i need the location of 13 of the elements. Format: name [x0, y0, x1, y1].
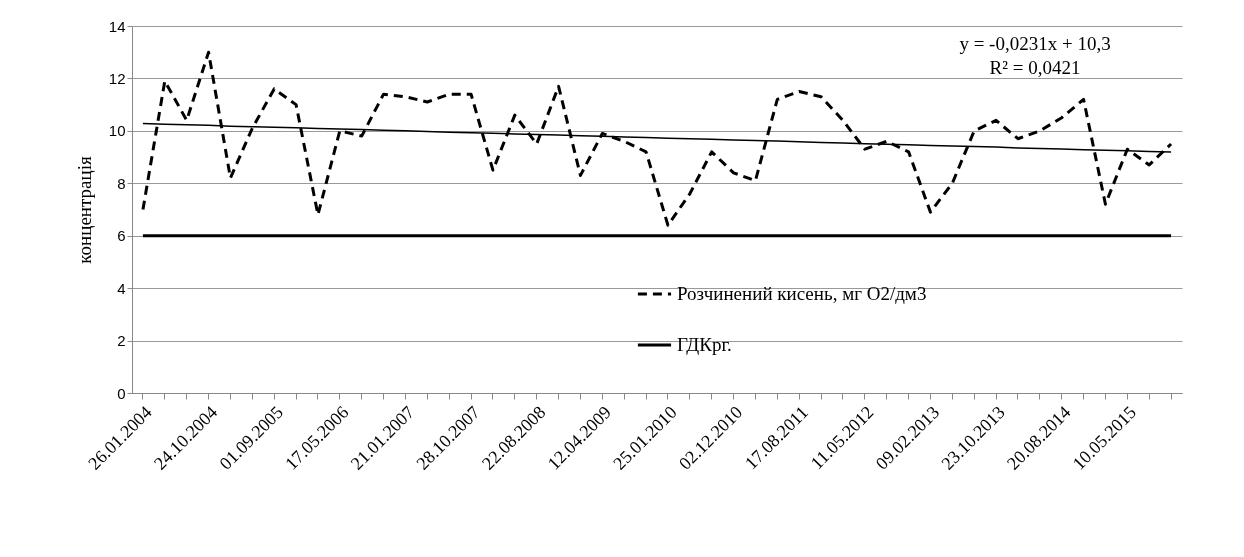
y-tick-label: 2: [117, 332, 126, 350]
y-tick-label: 4: [117, 279, 126, 297]
legend-label: ГДКрг.: [677, 334, 732, 356]
y-tick-label: 14: [108, 17, 126, 35]
y-tick-label: 6: [117, 227, 126, 245]
y-tick-label: 12: [108, 69, 126, 87]
y-tick-label: 8: [117, 174, 126, 192]
y-axis-title: концентрація: [73, 156, 95, 264]
y-tick-label: 0: [117, 384, 126, 402]
y-tick-label: 10: [108, 122, 126, 140]
annotation: y = -0,0231x + 10,3: [959, 33, 1111, 54]
annotation: R² = 0,0421: [989, 57, 1081, 78]
legend-label: Розчинений кисень, мг О2/дм3: [677, 283, 927, 305]
